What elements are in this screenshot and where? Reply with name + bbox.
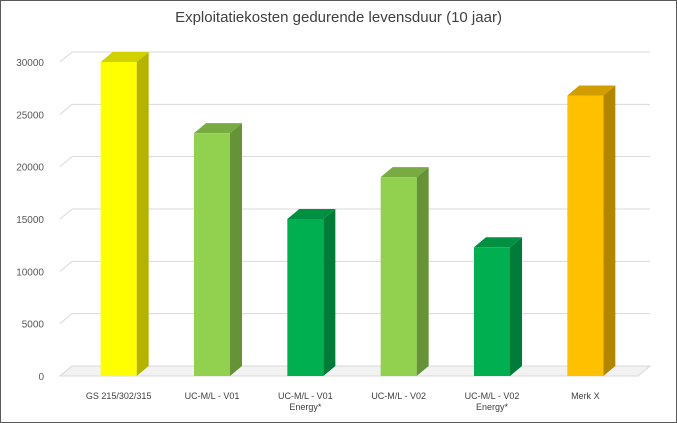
chart-floor <box>58 365 652 377</box>
x-tick-label: Energy* <box>289 402 322 412</box>
gridline-depth <box>59 103 73 115</box>
y-tick-label: 15000 <box>16 215 44 226</box>
x-tick-label: UC-M/L - V02 <box>465 391 520 401</box>
x-tick-label: UC-M/L - V01 <box>185 391 240 401</box>
x-tick-label: Energy* <box>476 402 509 412</box>
bar-top <box>194 123 242 134</box>
bar <box>567 95 604 376</box>
x-tick-label: GS 215/302/315 <box>86 391 152 401</box>
y-tick-label: 5000 <box>22 320 45 331</box>
bar <box>287 219 324 376</box>
bar-side <box>603 85 616 376</box>
bar-side <box>510 237 522 376</box>
y-tick-label: 20000 <box>16 163 44 174</box>
bar <box>474 247 510 376</box>
gridline-depth <box>59 208 73 220</box>
x-tick-label: Merk X <box>571 391 600 401</box>
x-tick-label: UC-M/L - V01 <box>278 391 333 401</box>
bar-top <box>380 167 429 178</box>
bar <box>100 62 137 376</box>
bar-top <box>567 85 616 96</box>
gridline-depth <box>59 313 73 325</box>
bar <box>380 177 417 376</box>
y-tick-label: 30000 <box>16 58 44 69</box>
bar-top <box>474 237 522 248</box>
y-tick-label: 10000 <box>16 267 44 278</box>
bar-side <box>416 167 429 376</box>
gridline-depth <box>59 156 73 168</box>
bar <box>194 133 230 376</box>
y-tick-label: 0 <box>38 372 44 383</box>
chart-title: Exploitatiekosten gedurende levensduur (… <box>175 9 502 26</box>
x-tick-label: UC-M/L - V02 <box>371 391 426 401</box>
gridline-depth <box>59 260 73 272</box>
bar-side <box>323 209 336 376</box>
gridline-depth <box>59 51 73 63</box>
bar-top <box>287 209 336 219</box>
bar-side <box>136 52 149 376</box>
y-tick-label: 25000 <box>16 110 44 121</box>
bar-top <box>100 52 149 62</box>
bar-side <box>230 123 242 376</box>
